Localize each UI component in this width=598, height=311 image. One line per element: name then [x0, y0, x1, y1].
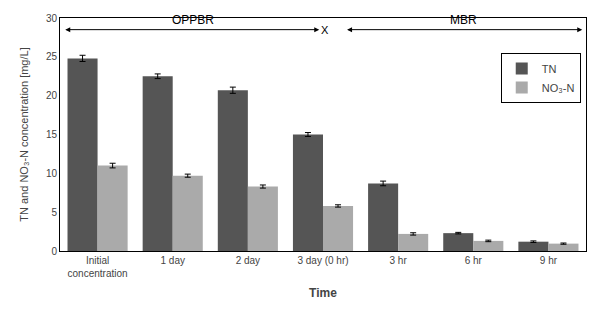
svg-text:0: 0 — [51, 246, 57, 257]
svg-text:20: 20 — [46, 90, 58, 101]
svg-text:NO₃-N: NO₃-N — [542, 82, 575, 94]
svg-text:OPPBR: OPPBR — [172, 13, 214, 27]
svg-text:9 hr: 9 hr — [540, 255, 558, 266]
svg-text:5: 5 — [51, 207, 57, 218]
svg-text:3 day (0 hr): 3 day (0 hr) — [297, 255, 348, 266]
svg-text:X: X — [321, 24, 329, 36]
svg-text:Initialconcentration: Initialconcentration — [68, 255, 128, 279]
svg-text:TN and NO₃-N concentration [mg: TN and NO₃-N concentration [mg/L] — [18, 47, 30, 221]
svg-text:Time: Time — [309, 286, 337, 300]
svg-text:2 day: 2 day — [236, 255, 260, 266]
svg-text:15: 15 — [46, 129, 58, 140]
svg-text:MBR: MBR — [450, 13, 477, 27]
svg-text:3 hr: 3 hr — [390, 255, 408, 266]
svg-text:6 hr: 6 hr — [465, 255, 483, 266]
svg-text:TN: TN — [542, 63, 557, 75]
svg-text:10: 10 — [46, 168, 58, 179]
svg-text:25: 25 — [46, 51, 58, 62]
svg-text:30: 30 — [46, 13, 58, 24]
svg-text:1 day: 1 day — [160, 255, 184, 266]
